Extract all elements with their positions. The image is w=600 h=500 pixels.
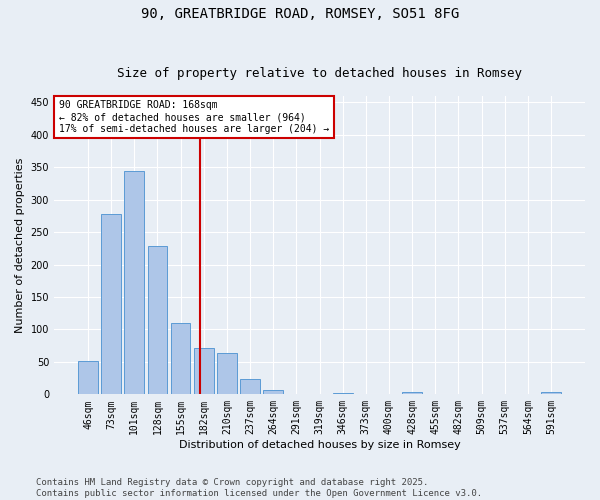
Bar	[240, 379, 260, 394]
Title: Size of property relative to detached houses in Romsey: Size of property relative to detached ho…	[117, 66, 522, 80]
Bar	[171, 323, 190, 394]
Bar	[333, 393, 353, 394]
Bar	[148, 246, 167, 394]
Bar	[402, 392, 422, 394]
Bar	[101, 214, 121, 394]
Text: Contains HM Land Registry data © Crown copyright and database right 2025.
Contai: Contains HM Land Registry data © Crown c…	[36, 478, 482, 498]
Bar	[194, 348, 214, 395]
Bar	[124, 170, 144, 394]
Bar	[541, 392, 561, 394]
Y-axis label: Number of detached properties: Number of detached properties	[15, 158, 25, 333]
Bar	[78, 362, 98, 394]
X-axis label: Distribution of detached houses by size in Romsey: Distribution of detached houses by size …	[179, 440, 460, 450]
Text: 90 GREATBRIDGE ROAD: 168sqm
← 82% of detached houses are smaller (964)
17% of se: 90 GREATBRIDGE ROAD: 168sqm ← 82% of det…	[59, 100, 329, 134]
Bar	[217, 354, 237, 395]
Bar	[263, 390, 283, 394]
Text: 90, GREATBRIDGE ROAD, ROMSEY, SO51 8FG: 90, GREATBRIDGE ROAD, ROMSEY, SO51 8FG	[141, 8, 459, 22]
